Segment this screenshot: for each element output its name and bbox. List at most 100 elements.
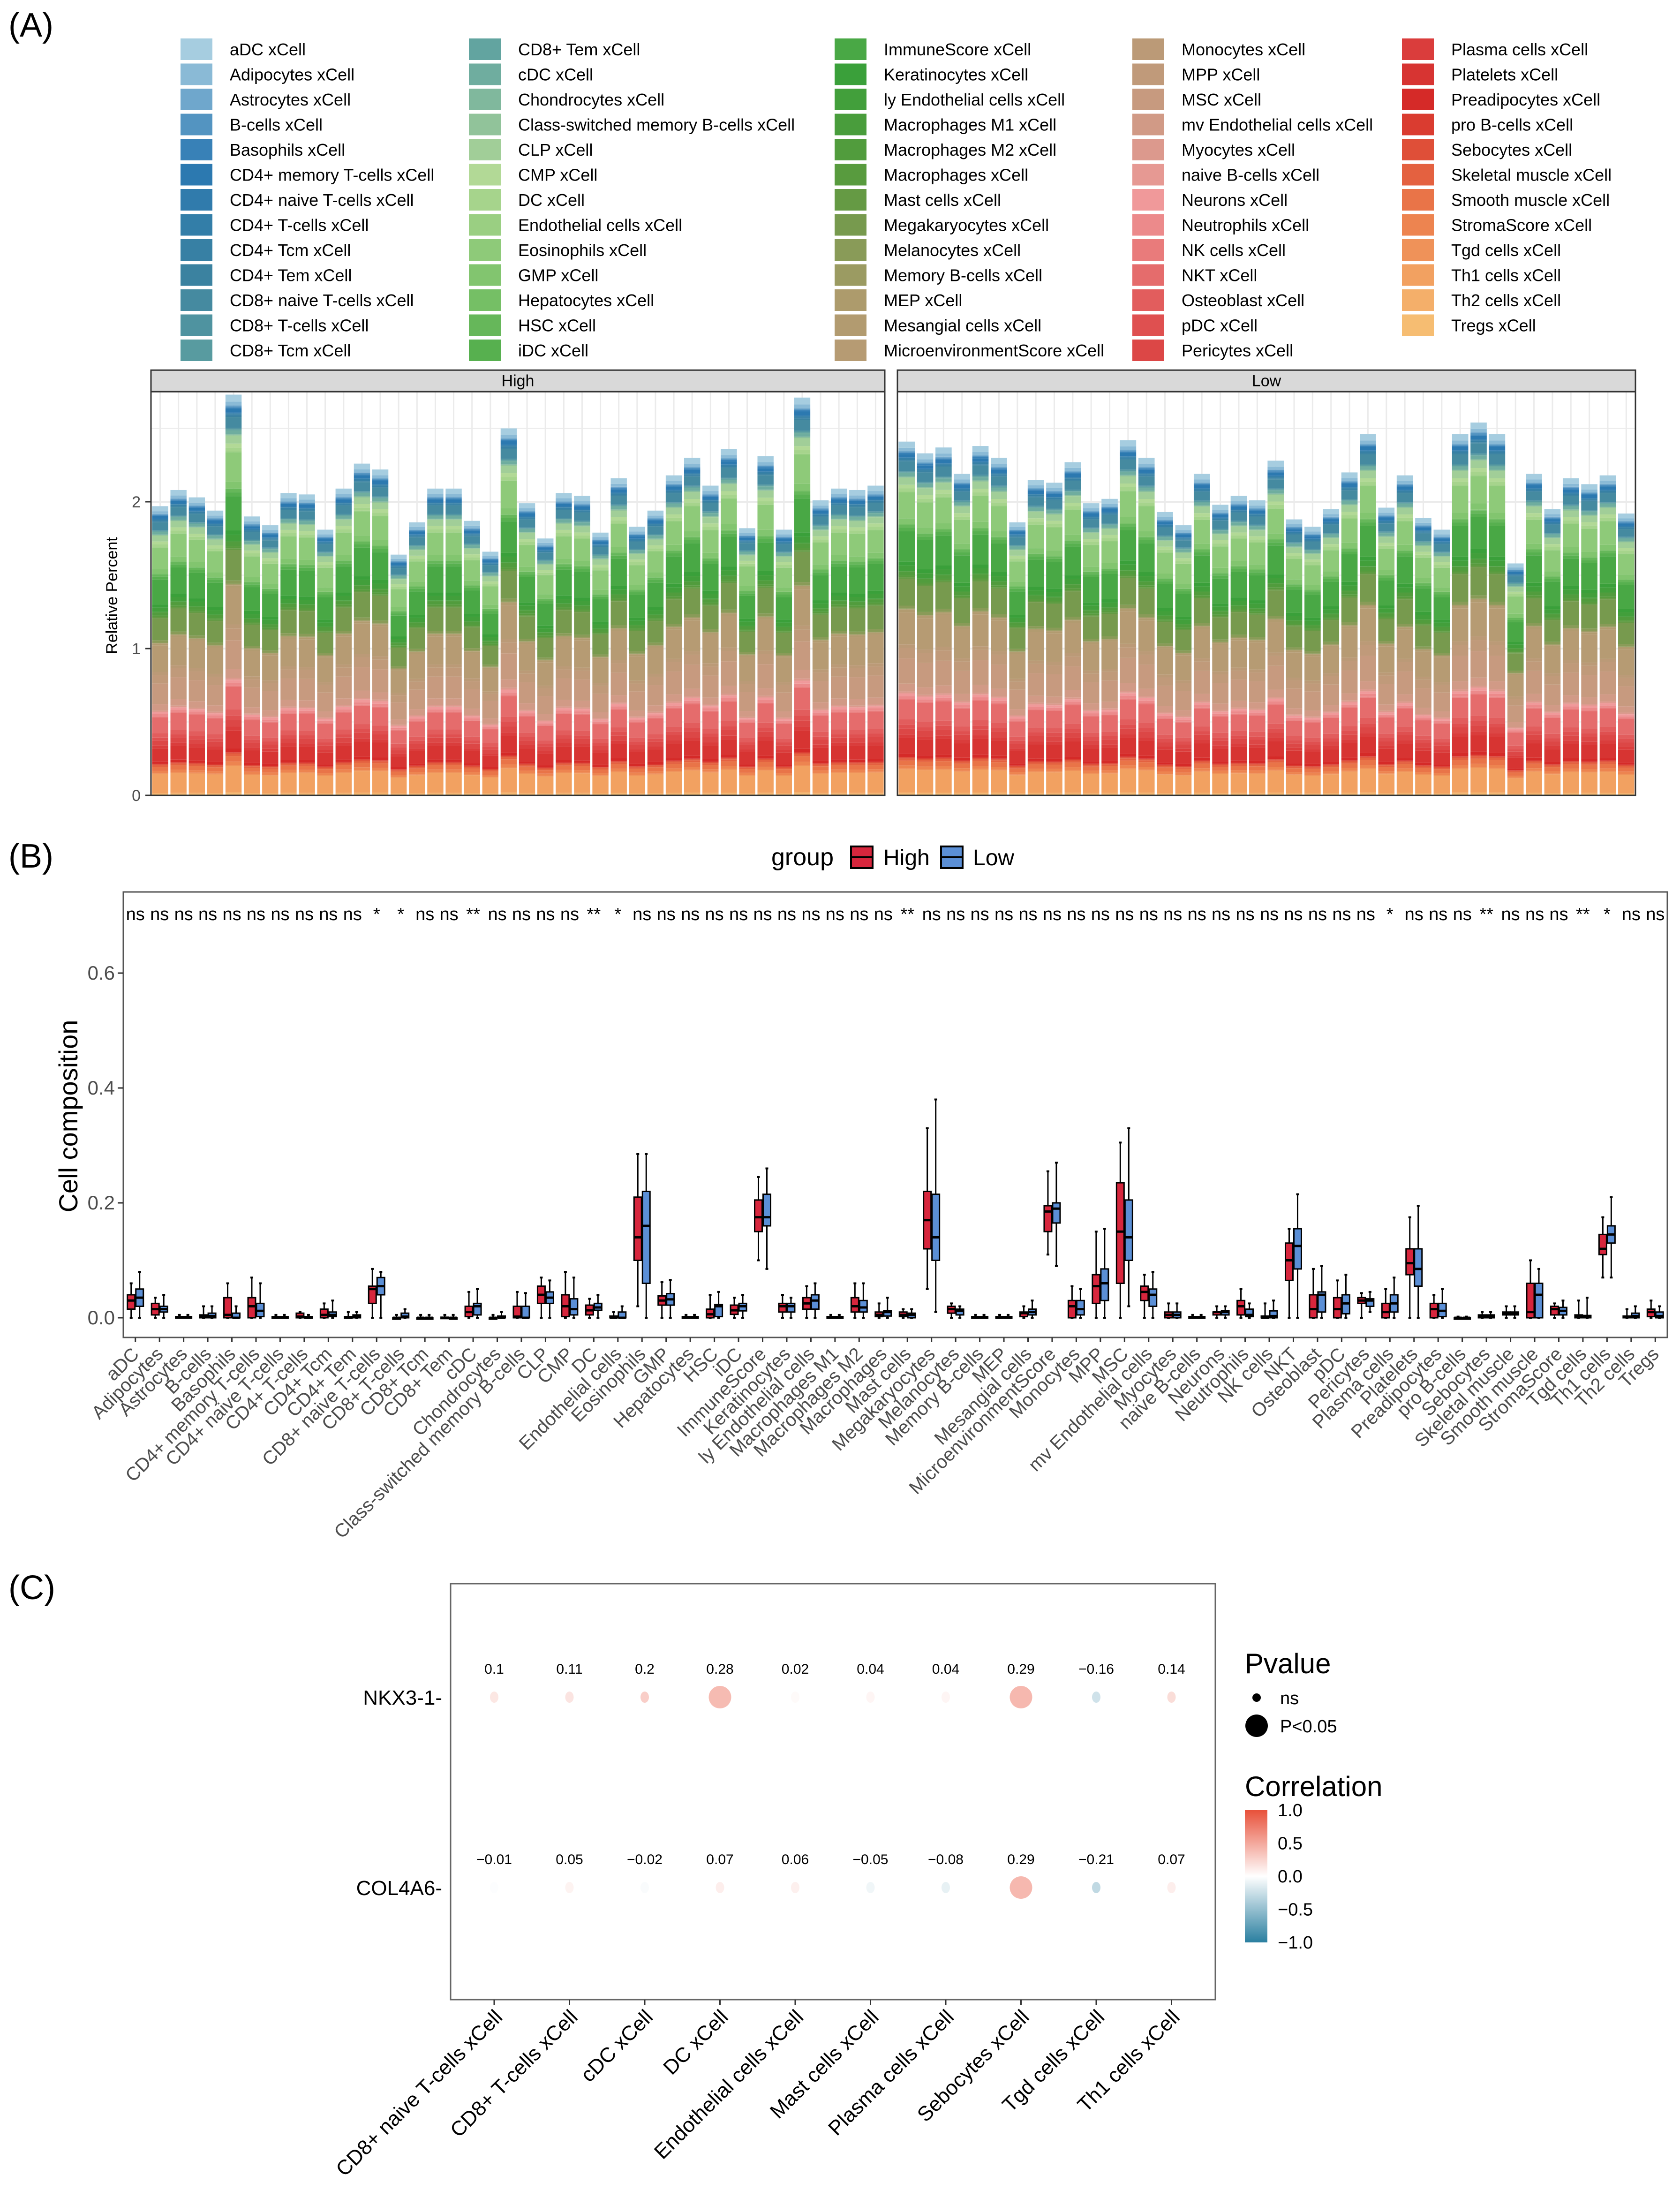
- bar-segment: [812, 530, 829, 536]
- bar-segment: [299, 504, 315, 505]
- bar-segment: [207, 519, 224, 520]
- bar-segment: [867, 697, 884, 704]
- bar-segment: [1083, 610, 1100, 614]
- bar-segment: [372, 623, 389, 624]
- legend-item: CD4+ memory T-cells xCell: [181, 164, 434, 186]
- bar-segment: [354, 729, 370, 733]
- legend-swatch: [1132, 113, 1164, 136]
- bar-segment: [317, 682, 333, 685]
- bar-segment: [629, 618, 646, 621]
- bar-segment: [794, 408, 811, 409]
- bar-segment: [794, 731, 811, 749]
- bar-segment: [1304, 722, 1321, 723]
- bar-segment: [390, 579, 407, 584]
- bar-segment: [1064, 623, 1081, 653]
- bar-segment: [556, 639, 572, 666]
- bar-segment: [225, 640, 242, 669]
- bar-segment: [972, 697, 989, 700]
- bar-segment: [482, 727, 499, 729]
- bar-segment: [537, 662, 554, 686]
- bar-segment: [1360, 718, 1376, 724]
- panel-border: [150, 391, 886, 796]
- bar-segment: [464, 653, 480, 679]
- bar-segment: [1120, 475, 1137, 476]
- bar-segment: [849, 498, 866, 499]
- bar-segment: [954, 707, 971, 709]
- bar-segment: [262, 532, 279, 533]
- bar-segment: [1470, 755, 1487, 757]
- bar-segment: [464, 529, 480, 530]
- bar-segment: [794, 450, 811, 454]
- bar-segment: [188, 736, 205, 740]
- legend-label: CD8+ naive T-cells xCell: [230, 291, 414, 310]
- bar-segment: [1267, 652, 1284, 656]
- bar-segment: [537, 604, 554, 626]
- bar-segment: [954, 762, 971, 764]
- bar-segment: [665, 508, 682, 514]
- bar-segment: [1027, 496, 1044, 498]
- bar-segment: [812, 732, 829, 737]
- bar-segment: [1360, 723, 1376, 727]
- bar-segment: [610, 553, 627, 556]
- bar-segment: [812, 526, 829, 529]
- bar-segment: [556, 773, 572, 793]
- bar-segment: [354, 770, 370, 771]
- legend-swatch: [1402, 214, 1434, 236]
- bar-segment: [1027, 511, 1044, 512]
- bar-segment: [1193, 592, 1210, 596]
- bar-segment: [409, 744, 425, 748]
- bar-segment: [972, 685, 989, 693]
- bar-segment: [280, 503, 297, 506]
- bar-segment: [867, 769, 884, 772]
- bar-segment: [280, 507, 297, 509]
- bar-segment: [390, 586, 407, 589]
- bar-segment: [1341, 519, 1358, 543]
- bar-segment: [519, 605, 535, 610]
- bar-segment: [1415, 546, 1431, 552]
- bar-segment: [170, 705, 187, 707]
- bar-segment: [954, 516, 971, 520]
- legend-label: CLP xCell: [518, 140, 593, 159]
- bar-segment: [1378, 513, 1395, 515]
- bar-segment: [610, 629, 627, 631]
- bar-segment: [1304, 551, 1321, 553]
- bar-segment: [794, 585, 811, 586]
- bar-segment: [335, 499, 352, 502]
- bar-segment: [794, 397, 811, 405]
- bar-segment: [1157, 581, 1173, 584]
- bar-segment: [1027, 793, 1044, 794]
- bar-segment: [152, 511, 168, 514]
- bar-segment: [445, 793, 462, 795]
- bar-segment: [1249, 505, 1266, 508]
- stacked-bar: [537, 538, 554, 795]
- bar-segment: [1046, 492, 1062, 494]
- bar-segment: [592, 567, 609, 570]
- bar-segment: [317, 551, 333, 552]
- bar-segment: [482, 565, 499, 572]
- bar-segment: [299, 793, 315, 795]
- bar-segment: [556, 708, 572, 710]
- bar-segment: [935, 476, 952, 477]
- bar-segment: [280, 708, 297, 710]
- bar-segment: [188, 507, 205, 511]
- bar-segment: [849, 515, 866, 516]
- bar-segment: [1323, 764, 1340, 766]
- bar-segment: [1193, 760, 1210, 761]
- bar-segment: [647, 545, 664, 549]
- bar-segment: [721, 583, 737, 610]
- bar-segment: [1249, 766, 1266, 770]
- bar-segment: [372, 730, 389, 734]
- bar-segment: [1415, 625, 1431, 647]
- bar-segment: [464, 720, 480, 721]
- bar-segment: [390, 584, 407, 587]
- bar-segment: [1267, 472, 1284, 476]
- bar-segment: [1249, 744, 1266, 748]
- bar-segment: [1064, 741, 1081, 756]
- bar-segment: [776, 749, 792, 753]
- bar-segment: [610, 598, 627, 600]
- bar-segment: [935, 730, 952, 736]
- bar-segment: [372, 487, 389, 488]
- bar-segment: [935, 697, 952, 701]
- bar-segment: [739, 652, 755, 655]
- bar-segment: [207, 577, 224, 578]
